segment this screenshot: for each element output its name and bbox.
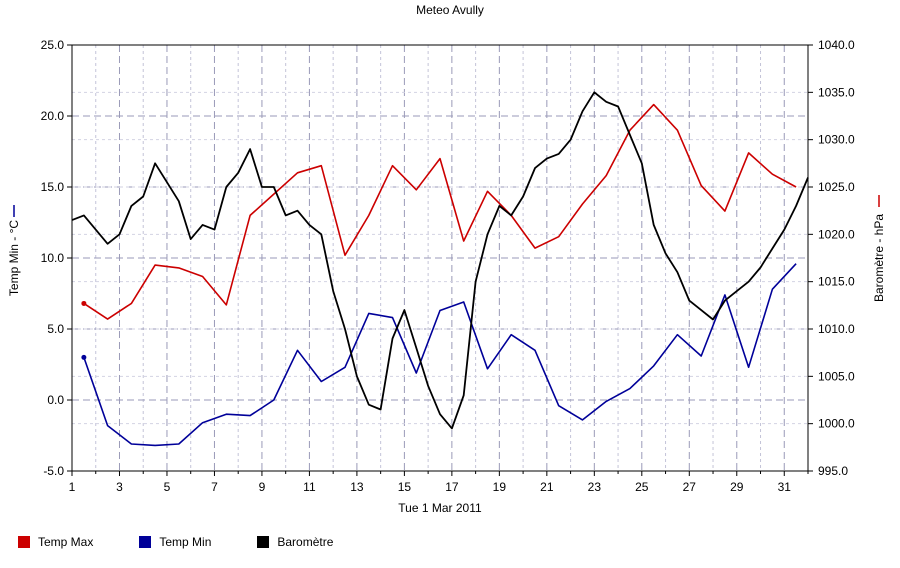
x-tick-label: 3	[116, 480, 123, 494]
legend-label-temp-min: Temp Min	[159, 535, 212, 549]
y-right-tick-label: 1025.0	[818, 180, 855, 194]
series-line-temp-min	[83, 263, 797, 447]
legend-swatch-temp-min	[139, 536, 152, 548]
y-axis-left: 25.0 20.0 15.0 10.0 5.0 0.0 -5.0	[41, 38, 72, 478]
x-tick-label: 7	[211, 480, 218, 494]
y-right-tick-label: 1010.0	[818, 322, 855, 336]
y-axis-right-label: Baromètre - hPa	[872, 214, 886, 302]
y-left-tick-label: 10.0	[41, 251, 65, 265]
x-tick-label: 23	[588, 480, 602, 494]
legend-swatch-barometre	[257, 536, 270, 548]
x-tick-label: 11	[303, 480, 316, 494]
x-tick-label: 1	[69, 480, 76, 494]
y-right-tick-label: 995.0	[818, 464, 848, 478]
y-right-tick-label: 1040.0	[818, 38, 855, 52]
y-right-tick-label: 1005.0	[818, 369, 855, 383]
legend-item-temp-min: Temp Min	[139, 535, 211, 549]
x-tick-label: 5	[164, 480, 171, 494]
series-line-temp-min-start-point	[81, 354, 87, 360]
y-left-tick-label: 20.0	[41, 109, 65, 123]
x-tick-label: 9	[259, 480, 266, 494]
x-tick-label: 31	[778, 480, 792, 494]
x-axis-label: Tue 1 Mar 2011	[398, 501, 482, 515]
x-tick-label: 17	[445, 480, 459, 494]
legend-label-temp-max: Temp Max	[38, 535, 94, 549]
x-tick-label: 19	[493, 480, 507, 494]
y-left-tick-label: -5.0	[43, 464, 64, 478]
grid	[72, 45, 808, 471]
y-axis-right: 1040.0 1035.0 1030.0 1025.0 1020.0 1015.0 1010…	[808, 38, 855, 478]
x-tick-label: 25	[635, 480, 649, 494]
y-left-tick-label: 15.0	[41, 180, 65, 194]
y-right-tick-label: 1000.0	[818, 417, 855, 431]
y-axis-left-label: Temp Min - °C	[7, 220, 21, 296]
legend-item-barometre: Baromètre	[257, 535, 333, 549]
legend-swatch-temp-max	[18, 536, 30, 548]
series-line-temp-max	[83, 103, 797, 320]
legend-label-barometre: Baromètre	[277, 535, 334, 549]
y-right-tick-label: 1020.0	[818, 227, 855, 241]
chart-title: Meteo Avully	[416, 3, 484, 17]
series-line-temp-max-start-point	[81, 300, 87, 306]
x-axis: 1 3 5 7 9 11 13 15 17 19 21 23 25 27 29 31	[69, 471, 809, 494]
legend: Temp Max Temp Min Baromètre	[18, 535, 379, 549]
x-tick-label: 21	[540, 480, 554, 494]
y-right-tick-label: 1015.0	[818, 275, 855, 289]
y-right-tick-label: 1030.0	[818, 133, 855, 147]
series-group	[71, 91, 809, 447]
series-line-barom-tre	[71, 91, 809, 430]
x-tick-label: 13	[350, 480, 364, 494]
y-left-tick-label: 5.0	[47, 322, 64, 336]
legend-item-temp-max: Temp Max	[18, 535, 93, 549]
x-tick-label: 29	[730, 480, 744, 494]
y-left-tick-label: 25.0	[41, 38, 65, 52]
y-left-tick-label: 0.0	[47, 393, 64, 407]
x-tick-label: 15	[398, 480, 412, 494]
chart: Meteo Avully 1 3 5 7 9 11 13 15 17 19 21 23 25 27 29 31…	[7, 3, 886, 515]
x-tick-label: 27	[683, 480, 697, 494]
y-right-tick-label: 1035.0	[818, 85, 855, 99]
